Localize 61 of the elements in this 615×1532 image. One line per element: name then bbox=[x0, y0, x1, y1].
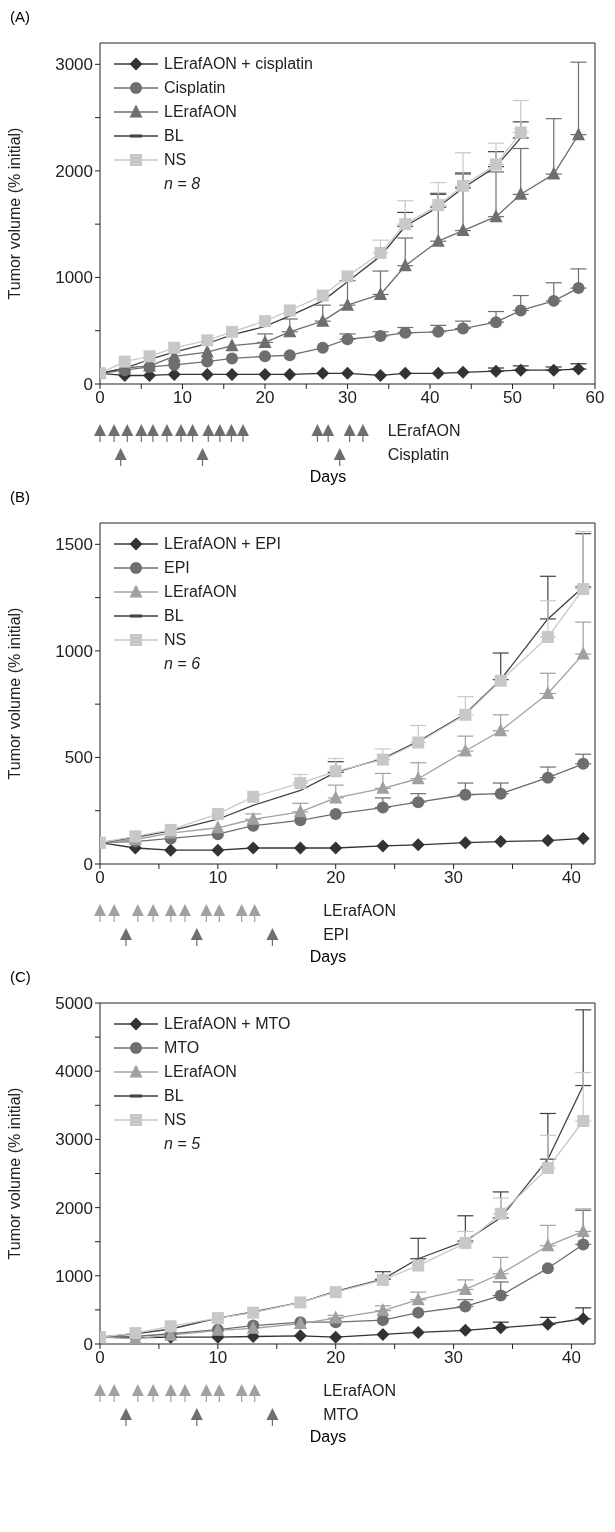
chart-title: (B) bbox=[10, 488, 31, 507]
x-tick-label: 50 bbox=[503, 388, 522, 408]
y-tick-label: 1000 bbox=[55, 641, 93, 661]
x-tick-label: 20 bbox=[326, 1348, 346, 1368]
chart-title: (C) bbox=[10, 968, 32, 987]
legend-label: BL bbox=[164, 607, 184, 625]
y-axis-title: Tumor volume (% initial) bbox=[5, 607, 23, 780]
legend-label: BL bbox=[164, 127, 184, 145]
chart-title: (A) bbox=[10, 8, 31, 27]
text: LErafAON bbox=[323, 1382, 397, 1399]
y-tick-label: 3000 bbox=[55, 55, 93, 75]
x-tick-label: 20 bbox=[255, 388, 275, 408]
text: EPI bbox=[323, 926, 349, 943]
y-tick-label: 2000 bbox=[55, 1198, 93, 1218]
y-tick-label: 5000 bbox=[55, 994, 93, 1014]
y-tick-label: 0 bbox=[83, 855, 93, 875]
y-axis-title: Tumor volume (% initial) bbox=[5, 1087, 23, 1260]
legend-label: MTO bbox=[164, 1039, 200, 1057]
text: MTO bbox=[323, 1406, 359, 1423]
legend-label: LErafAON bbox=[164, 103, 237, 121]
annotation: n = 5 bbox=[164, 1134, 202, 1154]
annotation: n = 6 bbox=[164, 654, 202, 674]
legend-label: LErafAON + EPI bbox=[164, 535, 281, 553]
text: LErafAON bbox=[323, 902, 397, 919]
legend-label: NS bbox=[164, 631, 187, 649]
x-axis-title: Days bbox=[308, 1428, 348, 1447]
x-tick-label: 40 bbox=[420, 388, 440, 408]
x-tick-label: 10 bbox=[173, 388, 192, 408]
legend-label: EPI bbox=[164, 559, 190, 577]
y-tick-label: 2000 bbox=[55, 161, 93, 181]
legend-label: BL bbox=[164, 1087, 184, 1105]
y-tick-label: 3000 bbox=[55, 1130, 93, 1150]
annotation: n = 8 bbox=[164, 174, 202, 194]
legend-label: LErafAON + MTO bbox=[164, 1015, 291, 1033]
y-axis-title: Tumor volume (% initial) bbox=[5, 127, 23, 300]
y-tick-label: 1000 bbox=[55, 268, 93, 288]
x-tick-label: 60 bbox=[585, 388, 605, 408]
y-tick-label: 500 bbox=[64, 748, 93, 768]
legend-label: Cisplatin bbox=[164, 79, 226, 97]
legend-label: LErafAON + cisplatin bbox=[164, 55, 313, 73]
y-tick-label: 1500 bbox=[55, 535, 93, 555]
y-tick-label: 0 bbox=[83, 1335, 93, 1355]
y-tick-label: 4000 bbox=[55, 1062, 93, 1082]
x-tick-label: 10 bbox=[208, 868, 228, 888]
x-axis-title: Days bbox=[308, 468, 348, 487]
x-axis-title: Days bbox=[308, 948, 348, 967]
y-tick-label: 0 bbox=[83, 375, 93, 395]
x-tick-label: 30 bbox=[444, 1348, 464, 1368]
text: LErafAON bbox=[387, 422, 461, 439]
x-tick-label: 10 bbox=[208, 1348, 228, 1368]
x-tick-label: 20 bbox=[326, 868, 346, 888]
x-tick-label: 30 bbox=[444, 868, 464, 888]
legend-label: LErafAON bbox=[164, 583, 237, 601]
y-tick-label: 1000 bbox=[55, 1266, 93, 1286]
legend-label: NS bbox=[164, 1111, 187, 1129]
x-tick-label: 40 bbox=[561, 1348, 581, 1368]
x-tick-label: 40 bbox=[561, 868, 581, 888]
legend-label: LErafAON bbox=[164, 1063, 237, 1081]
text: Cisplatin bbox=[387, 446, 450, 463]
x-tick-label: 30 bbox=[338, 388, 357, 408]
legend-label: NS bbox=[164, 151, 187, 169]
